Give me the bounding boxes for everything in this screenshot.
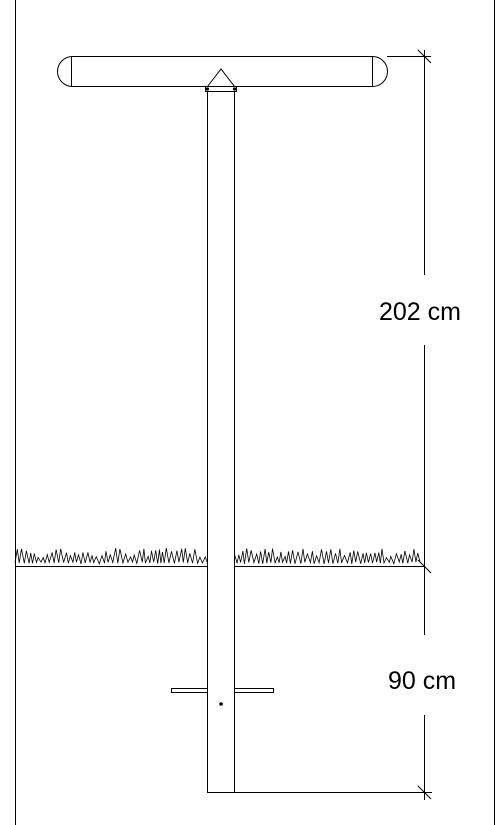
dimension-tick-ground <box>417 559 432 574</box>
post-shaft <box>207 91 235 793</box>
dimension-tick-top <box>417 49 432 64</box>
anchor-bolt-hole <box>219 702 223 706</box>
dimension-label-above-ground: 202 cm <box>379 298 461 326</box>
dimension-tick-bottom <box>417 785 432 800</box>
anchor-plate <box>171 688 274 693</box>
dimension-label-below-ground: 90 cm <box>388 667 456 695</box>
post-cap <box>205 68 237 92</box>
